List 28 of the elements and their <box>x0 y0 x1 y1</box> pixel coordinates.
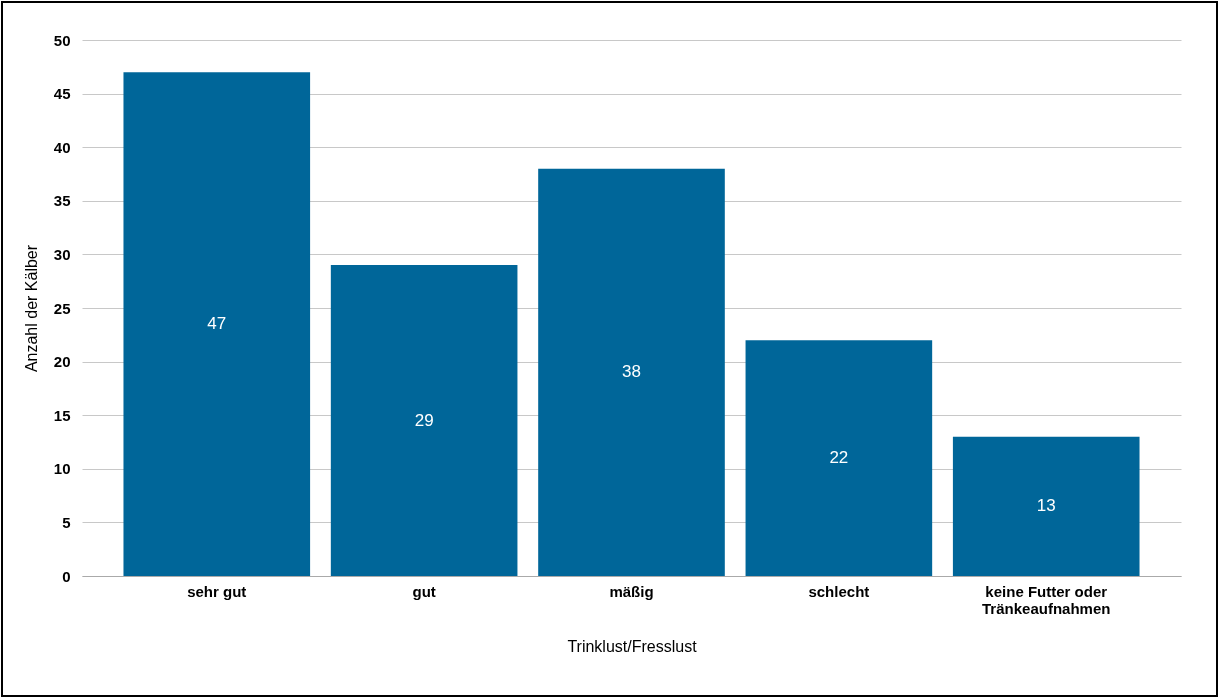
bar <box>330 265 518 576</box>
y-tick-label: 50 <box>53 31 71 49</box>
x-tick-label: gut <box>412 582 436 600</box>
x-tick-label: mäßig <box>609 582 654 600</box>
x-axis-title: Trinklust/Fresslust <box>567 637 698 655</box>
y-tick-label: 45 <box>53 85 71 103</box>
y-tick-label: 10 <box>53 460 71 478</box>
y-axis-title: Anzahl der Kälber <box>22 244 40 373</box>
y-tick-label: 35 <box>53 192 71 210</box>
data-label: 38 <box>622 362 641 382</box>
x-tick-label: sehr gut <box>187 582 247 600</box>
x-tick-label: keine Futter oder Tränkeaufnahmen <box>982 582 1111 617</box>
y-tick-label: 15 <box>53 406 71 424</box>
y-tick-label: 5 <box>62 513 71 531</box>
y-tick-label: 25 <box>53 299 71 317</box>
data-label: 13 <box>1036 496 1056 516</box>
bar <box>123 72 311 576</box>
y-tick-label: 20 <box>53 353 71 371</box>
data-label: 29 <box>414 410 434 430</box>
y-tick-label: 0 <box>62 567 71 585</box>
data-label: 22 <box>829 448 849 468</box>
bar <box>952 436 1140 576</box>
bar <box>538 168 725 576</box>
y-tick-label: 30 <box>53 245 71 263</box>
bar <box>745 340 933 576</box>
y-tick-label: 40 <box>53 138 71 156</box>
x-tick-label: schlecht <box>808 582 870 600</box>
data-label: 47 <box>207 314 227 334</box>
